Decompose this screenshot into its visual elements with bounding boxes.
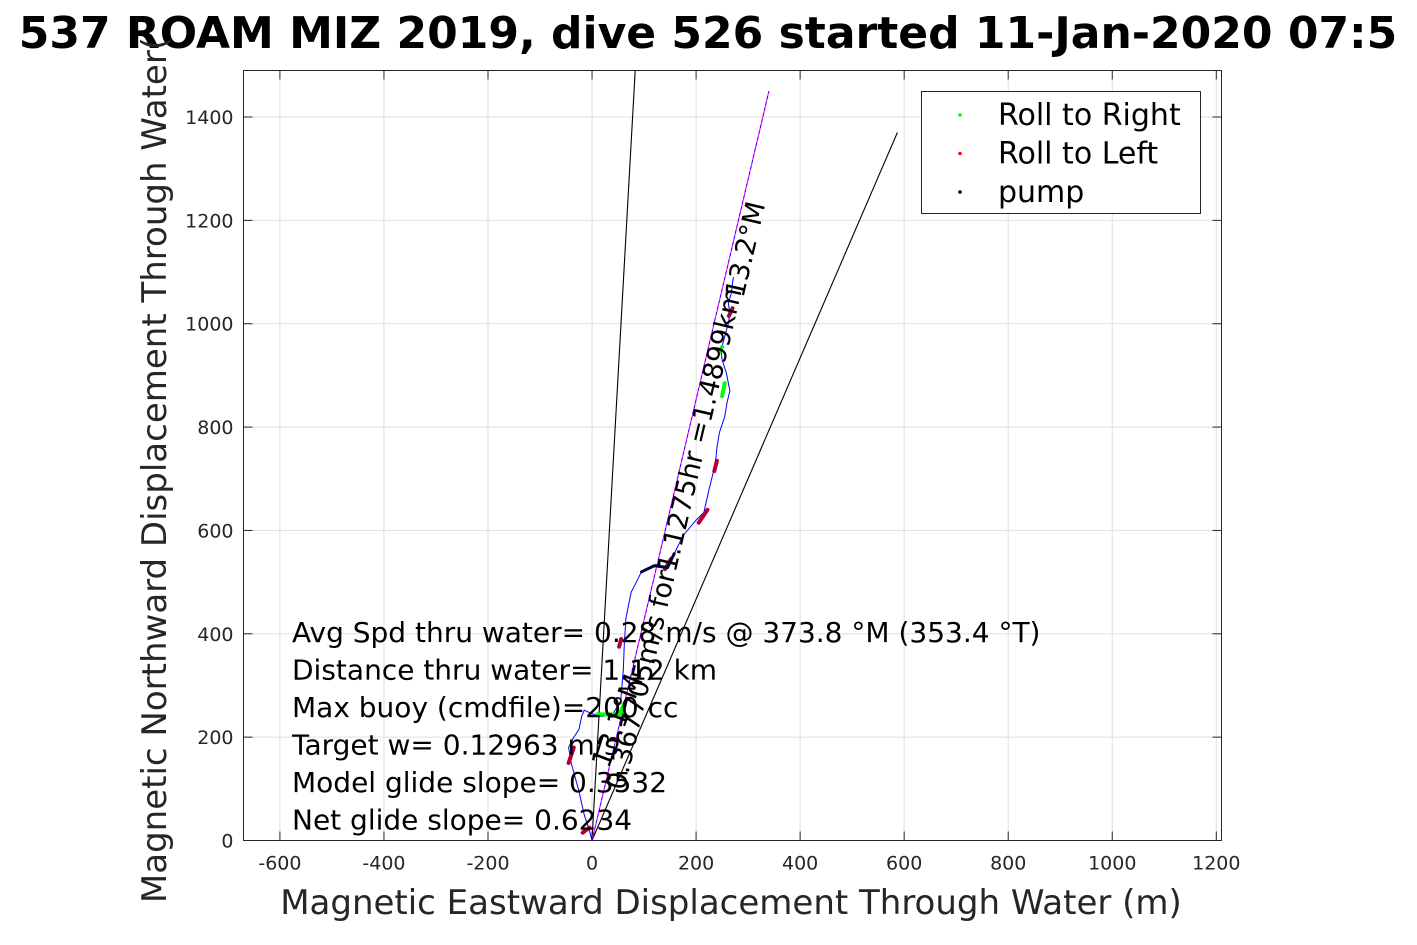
y-axis-label: Magnetic Northward Displacement Through …	[135, 37, 175, 903]
x-tick-label: -600	[258, 853, 301, 875]
chart-title: 537 ROAM MIZ 2019, dive 526 started 11-J…	[19, 8, 1398, 59]
legend-marker	[958, 151, 962, 156]
roll-right-marker	[618, 701, 627, 714]
y-tick-label: 1200	[185, 210, 233, 232]
x-tick-label: 1000	[1088, 853, 1136, 875]
x-tick-label: 1200	[1192, 853, 1240, 875]
roll-right-marker	[720, 381, 727, 399]
rotated-label: 13.2°M	[720, 199, 772, 300]
y-tick-label: 800	[197, 417, 233, 439]
annotations: Avg Spd thru water= 0.28 m/s @ 373.8 °M …	[291, 616, 1040, 837]
x-tick-label: 800	[990, 853, 1026, 875]
pump-marker	[640, 552, 676, 574]
annotation-line: Avg Spd thru water= 0.28 m/s @ 373.8 °M …	[292, 616, 1040, 649]
roll-left-marker	[726, 306, 735, 318]
plot-area	[243, 70, 1222, 841]
roll-right-marker	[717, 345, 725, 355]
roll-left-marker	[696, 507, 710, 525]
roll-left-marker	[712, 458, 719, 473]
x-tick-label: -200	[466, 853, 509, 875]
y-tick-label: 200	[197, 727, 233, 749]
series-layer	[566, 70, 898, 841]
y-tick-label: 1000	[185, 314, 233, 336]
annotation-line: Max buoy (cmdfile)=200 cc	[292, 691, 678, 724]
y-tick-label: 1400	[185, 107, 233, 129]
annotation-line: Model glide slope= 0.3532	[292, 766, 667, 799]
roll-left-marker	[566, 745, 576, 765]
annotation-line: Distance thru water= 1.12 km	[292, 654, 717, 687]
legend-marker	[958, 190, 962, 194]
legend-box	[921, 91, 1201, 214]
x-tick-labels: -600 -400 -200 0 200 400 600 800 1000 1200	[258, 853, 1240, 875]
legend-label: Roll to Left	[998, 137, 1158, 172]
x-tick-label: 600	[886, 853, 922, 875]
legend-label: pump	[998, 175, 1084, 210]
x-axis-label: Magnetic Eastward Displacement Through W…	[280, 883, 1182, 923]
y-tick-label: 400	[197, 624, 233, 646]
roll-left-marker	[580, 825, 592, 835]
annotation-line: Net glide slope= 0.6234	[292, 804, 632, 837]
x-tick-label: -400	[362, 853, 405, 875]
legend-marker	[958, 113, 962, 117]
y-tick-label: 0	[221, 831, 233, 853]
roll-left-marker	[617, 637, 624, 649]
legend-label: Roll to Right	[998, 98, 1181, 133]
reference-line	[591, 70, 636, 841]
ticks	[243, 70, 1222, 841]
reference-line	[591, 132, 898, 841]
y-tick-label: 600	[197, 520, 233, 542]
x-tick-label: 0	[586, 853, 598, 875]
x-tick-label: 400	[782, 853, 818, 875]
y-tick-labels: 0 200 400 600 800 1000 1200 1400	[185, 107, 233, 852]
x-tick-label: 200	[678, 853, 714, 875]
annotation-line: Target w= 0.12963 m/s	[291, 729, 619, 762]
